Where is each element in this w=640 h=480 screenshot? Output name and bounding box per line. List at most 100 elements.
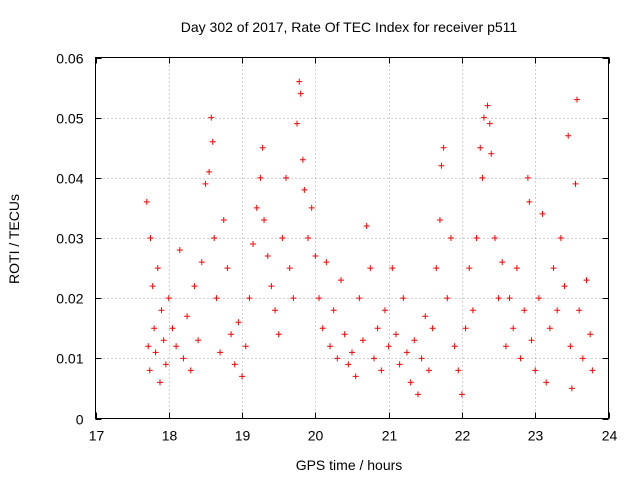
data-point xyxy=(479,174,486,181)
data-point xyxy=(378,367,385,374)
data-point xyxy=(466,265,473,272)
data-point xyxy=(573,96,580,103)
data-point xyxy=(438,162,445,169)
data-point xyxy=(301,186,308,193)
data-point xyxy=(242,343,249,350)
data-point xyxy=(147,235,154,241)
data-point xyxy=(422,313,429,320)
data-point xyxy=(429,325,436,332)
data-point xyxy=(316,295,323,302)
data-point xyxy=(550,265,557,272)
x-tick-label: 22 xyxy=(455,428,471,444)
data-point xyxy=(589,367,596,374)
y-tick-label: 0 xyxy=(76,412,84,428)
data-point xyxy=(187,367,194,374)
data-point xyxy=(268,283,275,290)
data-point xyxy=(235,319,242,326)
data-point xyxy=(143,198,150,205)
x-axis-tick-labels: 17 18 19 20 21 22 23 24 xyxy=(89,428,618,444)
data-point xyxy=(275,331,282,338)
data-point xyxy=(411,337,418,344)
data-point xyxy=(579,355,586,362)
data-point xyxy=(528,337,535,344)
data-point xyxy=(327,343,334,350)
data-point xyxy=(396,361,403,368)
y-axis-tick-labels: 0 0.01 0.02 0.03 0.04 0.05 0.06 xyxy=(56,51,83,428)
data-point xyxy=(253,204,260,211)
data-point xyxy=(149,283,156,290)
data-point xyxy=(272,307,279,314)
data-point xyxy=(385,343,392,350)
data-point xyxy=(469,307,476,314)
axis-ticks xyxy=(95,57,610,420)
data-point xyxy=(506,295,513,302)
data-point xyxy=(173,343,180,350)
data-point xyxy=(532,367,539,374)
data-point xyxy=(359,337,366,344)
data-point xyxy=(299,156,306,163)
data-point xyxy=(220,216,227,223)
data-point xyxy=(345,361,352,368)
data-point xyxy=(524,174,531,181)
data-point xyxy=(499,259,506,266)
y-tick-label: 0.05 xyxy=(56,111,83,127)
data-point xyxy=(176,247,183,254)
data-point xyxy=(568,385,575,392)
data-point xyxy=(451,343,458,350)
y-axis-label: ROTI / TECUs xyxy=(6,194,22,284)
data-point xyxy=(264,253,271,260)
data-point xyxy=(160,337,167,344)
data-point xyxy=(488,150,495,157)
data-point xyxy=(279,235,286,241)
data-point xyxy=(473,235,480,241)
data-point xyxy=(480,114,487,121)
data-point xyxy=(486,120,493,127)
data-point xyxy=(257,174,264,181)
data-point xyxy=(259,144,266,151)
data-point xyxy=(535,295,542,302)
data-point xyxy=(407,379,414,386)
data-point xyxy=(567,343,574,350)
data-point xyxy=(319,325,326,332)
data-point xyxy=(447,235,454,241)
data-point xyxy=(370,355,377,362)
data-point xyxy=(484,102,491,109)
data-point xyxy=(261,216,268,223)
data-point xyxy=(425,367,432,374)
data-point xyxy=(400,295,407,302)
data-point xyxy=(217,349,224,356)
x-tick-label: 19 xyxy=(235,428,251,444)
data-point xyxy=(198,259,205,266)
data-point xyxy=(250,241,257,248)
data-point xyxy=(587,331,594,338)
data-point xyxy=(323,259,330,266)
grid-lines xyxy=(95,57,609,419)
data-point xyxy=(156,379,163,386)
data-point xyxy=(433,265,440,272)
data-point xyxy=(180,355,187,362)
data-point xyxy=(146,367,153,374)
data-point xyxy=(208,114,215,121)
data-point xyxy=(195,337,202,344)
x-tick-label: 17 xyxy=(89,428,105,444)
data-point xyxy=(308,204,315,211)
x-axis-label: GPS time / hours xyxy=(296,457,403,473)
data-point xyxy=(455,367,462,374)
data-point xyxy=(491,235,498,241)
data-point xyxy=(154,265,161,272)
data-point xyxy=(392,331,399,338)
data-point xyxy=(349,349,355,356)
data-point xyxy=(191,283,198,290)
data-point xyxy=(418,355,425,362)
data-point xyxy=(440,144,447,151)
data-point xyxy=(444,295,451,302)
y-tick-label: 0.02 xyxy=(56,291,83,307)
data-point xyxy=(338,277,345,284)
y-tick-label: 0.06 xyxy=(56,51,83,67)
data-point xyxy=(213,295,220,302)
data-point xyxy=(367,265,374,272)
data-point xyxy=(583,277,590,284)
chart-title: Day 302 of 2017, Rate Of TEC Index for r… xyxy=(181,19,518,35)
data-point xyxy=(305,235,312,241)
